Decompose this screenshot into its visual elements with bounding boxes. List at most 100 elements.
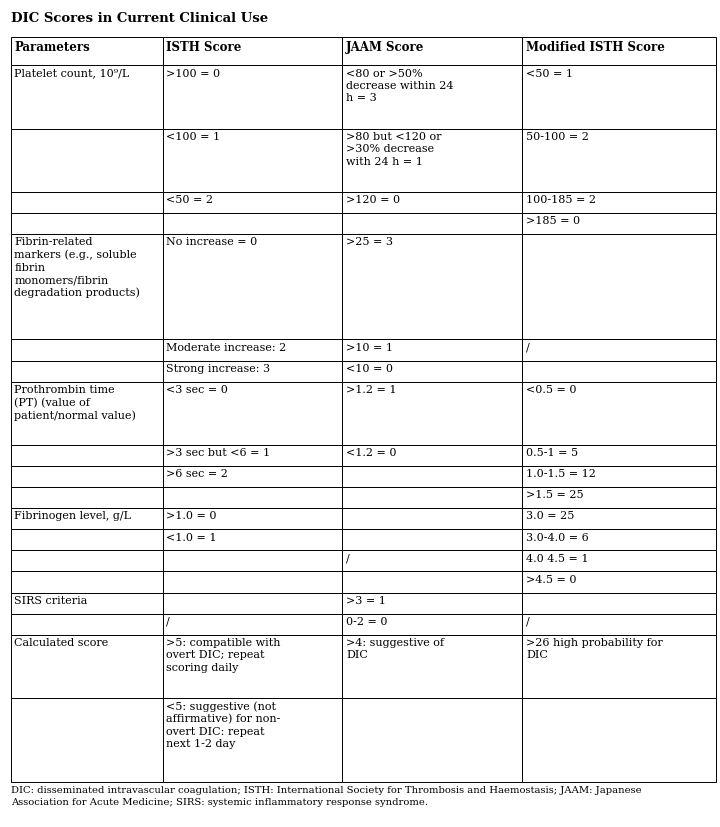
Text: >80 but <120 or
>30% decrease
with 24 h = 1: >80 but <120 or >30% decrease with 24 h …	[346, 132, 441, 167]
Bar	[163, 445, 343, 466]
Text: <3 sec = 0: <3 sec = 0	[166, 385, 228, 395]
Bar	[523, 192, 716, 213]
Text: /: /	[346, 554, 350, 564]
Text: >1.5 = 25: >1.5 = 25	[526, 490, 584, 500]
Bar	[163, 129, 343, 192]
Bar	[343, 529, 523, 551]
Text: <5: suggestive (not
affirmative) for non-
overt DIC: repeat
next 1-2 day: <5: suggestive (not affirmative) for non…	[166, 701, 281, 749]
Bar	[163, 571, 343, 593]
Bar	[163, 37, 343, 65]
Bar	[523, 698, 716, 782]
Text: >5: compatible with
overt DIC; repeat
scoring daily: >5: compatible with overt DIC; repeat sc…	[166, 638, 281, 673]
Text: /: /	[526, 617, 530, 627]
Bar	[523, 508, 716, 529]
Text: <80 or >50%
decrease within 24
h = 3: <80 or >50% decrease within 24 h = 3	[346, 69, 454, 103]
Bar	[163, 698, 343, 782]
Bar	[11, 361, 163, 382]
Bar	[163, 361, 343, 382]
Bar	[11, 698, 163, 782]
Bar	[523, 382, 716, 445]
Text: /: /	[166, 617, 170, 627]
Bar	[343, 487, 523, 508]
Bar	[11, 37, 163, 65]
Bar	[523, 614, 716, 635]
Bar	[163, 635, 343, 698]
Text: Strong increase: 3: Strong increase: 3	[166, 364, 270, 374]
Text: ISTH Score: ISTH Score	[166, 41, 241, 54]
Text: SIRS criteria: SIRS criteria	[14, 596, 88, 606]
Bar	[343, 593, 523, 614]
Bar	[343, 340, 523, 361]
Bar	[523, 571, 716, 593]
Bar	[11, 192, 163, 213]
Bar	[523, 635, 716, 698]
Bar	[343, 234, 523, 340]
Text: >6 sec = 2: >6 sec = 2	[166, 470, 228, 480]
Bar	[11, 593, 163, 614]
Text: <1.2 = 0: <1.2 = 0	[346, 448, 397, 458]
Bar	[11, 234, 163, 340]
Text: >185 = 0: >185 = 0	[526, 217, 580, 227]
Bar	[343, 129, 523, 192]
Bar	[523, 593, 716, 614]
Bar	[11, 445, 163, 466]
Bar	[523, 487, 716, 508]
Bar	[163, 234, 343, 340]
Text: >3 sec but <6 = 1: >3 sec but <6 = 1	[166, 448, 270, 458]
Bar	[11, 466, 163, 487]
Bar	[163, 213, 343, 234]
Text: >10 = 1: >10 = 1	[346, 343, 393, 353]
Text: <50 = 1: <50 = 1	[526, 69, 573, 79]
Text: DIC: disseminated intravascular coagulation; ISTH: International Society for Thr: DIC: disseminated intravascular coagulat…	[11, 786, 642, 806]
Bar	[523, 129, 716, 192]
Bar	[523, 213, 716, 234]
Bar	[163, 529, 343, 551]
Text: <1.0 = 1: <1.0 = 1	[166, 533, 217, 543]
Bar	[523, 529, 716, 551]
Text: <0.5 = 0: <0.5 = 0	[526, 385, 577, 395]
Text: >25 = 3: >25 = 3	[346, 237, 393, 247]
Text: Fibrinogen level, g/L: Fibrinogen level, g/L	[14, 511, 132, 522]
Bar	[163, 466, 343, 487]
Bar	[11, 213, 163, 234]
Bar	[343, 37, 523, 65]
Bar	[343, 361, 523, 382]
Bar	[163, 487, 343, 508]
Bar	[343, 508, 523, 529]
Bar	[523, 234, 716, 340]
Bar	[523, 340, 716, 361]
Bar	[343, 698, 523, 782]
Bar	[163, 551, 343, 571]
Bar	[163, 340, 343, 361]
Text: Calculated score: Calculated score	[14, 638, 109, 648]
Text: Platelet count, 10⁹/L: Platelet count, 10⁹/L	[14, 69, 130, 79]
Bar	[163, 192, 343, 213]
Text: >100 = 0: >100 = 0	[166, 69, 220, 79]
Bar	[163, 614, 343, 635]
Bar	[523, 445, 716, 466]
Text: Prothrombin time
(PT) (value of
patient/normal value): Prothrombin time (PT) (value of patient/…	[14, 385, 136, 421]
Bar	[343, 65, 523, 129]
Bar	[523, 65, 716, 129]
Text: 3.0-4.0 = 6: 3.0-4.0 = 6	[526, 533, 589, 543]
Text: >1.2 = 1: >1.2 = 1	[346, 385, 397, 395]
Bar	[11, 129, 163, 192]
Text: Parameters: Parameters	[14, 41, 90, 54]
Text: 0-2 = 0: 0-2 = 0	[346, 617, 387, 627]
Text: >4.5 = 0: >4.5 = 0	[526, 575, 577, 585]
Text: <50 = 2: <50 = 2	[166, 195, 213, 205]
Bar	[343, 445, 523, 466]
Bar	[343, 614, 523, 635]
Bar	[11, 508, 163, 529]
Bar	[11, 529, 163, 551]
Bar	[523, 466, 716, 487]
Text: /: /	[526, 343, 530, 353]
Text: >26 high probability for
DIC: >26 high probability for DIC	[526, 638, 662, 661]
Bar	[523, 361, 716, 382]
Text: >4: suggestive of
DIC: >4: suggestive of DIC	[346, 638, 444, 661]
Text: Fibrin-related
markers (e.g., soluble
fibrin
monomers/fibrin
degradation product: Fibrin-related markers (e.g., soluble fi…	[14, 237, 140, 299]
Text: 3.0 = 25: 3.0 = 25	[526, 511, 575, 522]
Text: 50-100 = 2: 50-100 = 2	[526, 132, 589, 142]
Text: <10 = 0: <10 = 0	[346, 364, 393, 374]
Bar	[343, 192, 523, 213]
